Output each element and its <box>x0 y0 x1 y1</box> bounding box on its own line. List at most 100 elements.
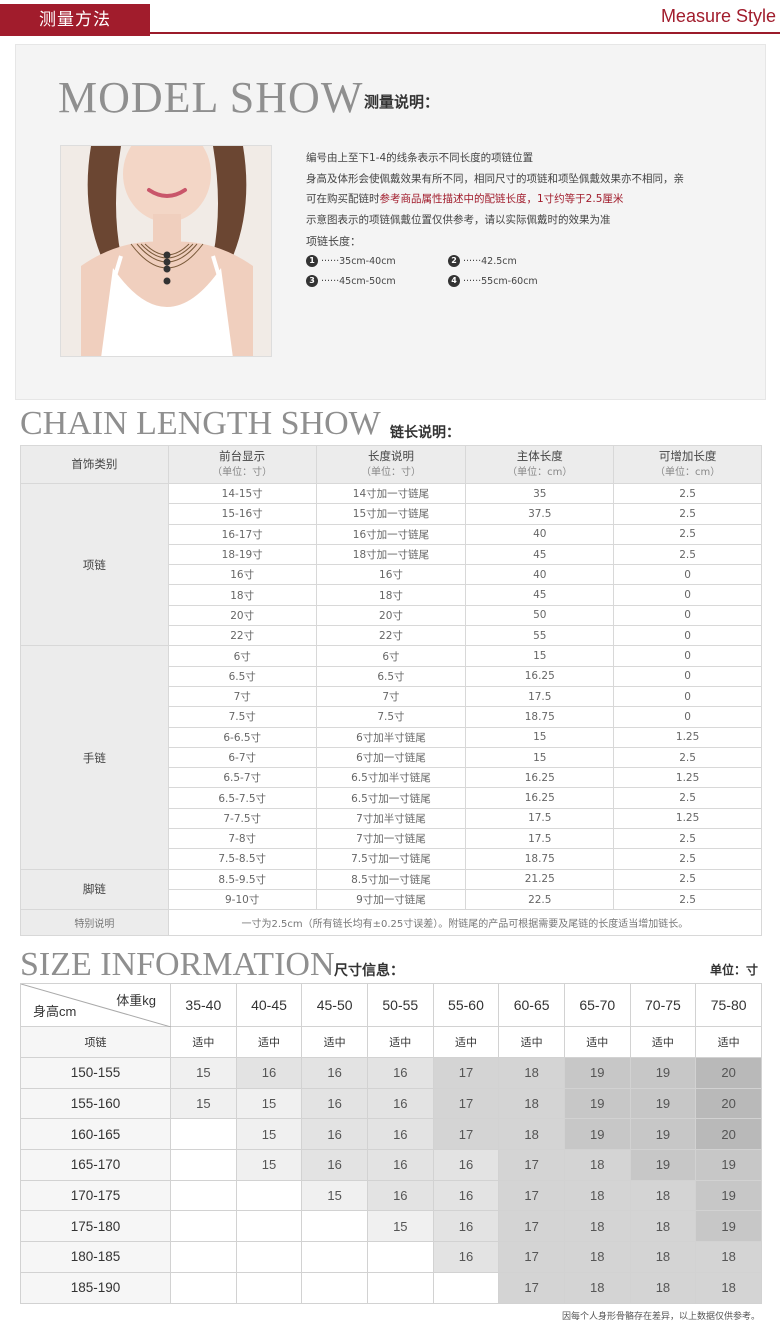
size-cell: 19 <box>629 1149 697 1181</box>
table-cell: 6-7寸 <box>167 746 317 769</box>
fit-cell: 适中 <box>301 1026 368 1058</box>
size-cell: 15 <box>235 1118 303 1151</box>
model-show-subheading: 测量说明： <box>364 93 440 111</box>
table-cell: 55 <box>465 625 615 647</box>
table-row: 16-17寸 16寸加一寸链尾 40 2.5 <box>21 523 762 545</box>
size-cell <box>235 1241 303 1273</box>
size-cell: 18 <box>563 1271 631 1304</box>
chain-length-subheading: 链长说明： <box>390 425 460 441</box>
table-row: 170-175 15 16 16 17 18 18 19 <box>20 1179 762 1212</box>
size-cell: 16 <box>366 1118 434 1151</box>
size-cell <box>235 1179 303 1212</box>
desc-line-3-highlight: 参考商品属性描述中的配链长度，1寸约等于2.5厘米 <box>379 193 624 205</box>
table-cell: 0 <box>613 645 762 667</box>
size-cell: 16 <box>432 1210 500 1243</box>
size-cell: 18 <box>563 1241 631 1273</box>
length-item-2-text: ······42.5cm <box>463 255 517 267</box>
size-cell: 15 <box>235 1087 303 1120</box>
table-cell: 8.5寸加一寸链尾 <box>315 868 467 890</box>
length-title: 项链长度： <box>306 235 361 248</box>
fit-cell: 适中 <box>432 1026 500 1058</box>
desc-line-3: 可在购买配链时参考商品属性描述中的配链长度，1寸约等于2.5厘米 <box>306 189 736 210</box>
table-cell: 0 <box>613 564 762 586</box>
table-cell: 2.5 <box>613 888 762 911</box>
size-cell: 19 <box>629 1087 697 1120</box>
height-label: 185-190 <box>20 1271 171 1304</box>
table-cell: 16-17寸 <box>167 523 317 545</box>
size-cell <box>170 1149 237 1181</box>
size-cell: 18 <box>695 1241 762 1273</box>
length-item-1-text: ······35cm-40cm <box>321 255 396 267</box>
size-cell: 16 <box>432 1241 500 1273</box>
table-cell: 1.25 <box>613 767 762 789</box>
table-cell: 50 <box>465 604 615 627</box>
table-row: 18寸 18寸 45 0 <box>21 584 762 606</box>
weight-header: 70-75 <box>629 983 697 1027</box>
table-row: 16寸 16寸 40 0 <box>21 564 762 586</box>
table-cell: 0 <box>613 604 762 627</box>
size-cell <box>432 1271 500 1304</box>
chain-col-desc-label: 长度说明 <box>367 449 414 463</box>
table-row: 项链 14-15寸 14寸加一寸链尾 35 2.5 <box>20 482 762 647</box>
size-cell: 19 <box>563 1057 631 1089</box>
chain-col-extra: 可增加长度 （单位：cm） <box>613 445 762 484</box>
size-info-subheading: 尺寸信息： <box>334 963 404 979</box>
chain-col-desc: 长度说明 （单位：寸） <box>315 445 467 484</box>
size-cell: 20 <box>695 1118 762 1151</box>
fit-cell: 适中 <box>498 1026 565 1058</box>
table-cell: 15 <box>465 746 615 769</box>
table-row: 160-165 15 16 16 17 18 19 19 20 <box>20 1118 762 1151</box>
size-cell: 18 <box>563 1149 631 1181</box>
table-cell: 7寸加半寸链尾 <box>315 807 467 830</box>
table-cell: 6寸加半寸链尾 <box>315 726 467 748</box>
fit-cell: 适中 <box>563 1026 631 1058</box>
special-label: 特别说明 <box>20 909 169 937</box>
table-cell: 2.5 <box>613 746 762 769</box>
weight-header: 40-45 <box>235 983 303 1027</box>
table-cell: 35 <box>465 482 615 505</box>
model-show-heading: MODEL SHOW <box>58 73 364 122</box>
table-row: 150-155 15 16 16 16 17 18 19 19 20 <box>20 1057 762 1089</box>
chain-col-display: 前台显示 （单位：寸） <box>167 445 317 484</box>
size-cell: 18 <box>695 1271 762 1304</box>
size-cell <box>366 1271 434 1304</box>
table-cell: 8.5-9.5寸 <box>167 868 317 890</box>
size-cell: 20 <box>695 1057 762 1089</box>
size-cell: 19 <box>695 1210 762 1243</box>
size-cell: 19 <box>629 1118 697 1151</box>
number-3-icon: 3 <box>306 275 318 287</box>
model-show-panel: MODEL SHOW 测量说明： 编号由上至下1-4的线条表示不同长度的项链位置… <box>15 44 766 400</box>
size-footnote: 因每个人身形骨骼存在差异，以上数据仅供参考。 <box>561 1312 760 1322</box>
table-cell: 16.25 <box>465 767 615 789</box>
size-cell: 17 <box>498 1149 565 1181</box>
table-cell: 7寸 <box>167 685 317 708</box>
table-cell: 45 <box>465 584 615 606</box>
table-cell: 16寸 <box>167 564 317 586</box>
size-info-heading: SIZE INFORMATION <box>20 946 335 983</box>
size-cell: 16 <box>366 1087 434 1120</box>
size-fit-row: 项链 适中 适中 适中 适中 适中 适中 适中 适中 适中 <box>20 1026 762 1058</box>
size-cell: 16 <box>366 1149 434 1181</box>
size-header-row: 体重kg 身高cm 35-40 40-45 45-50 50-55 55-60 60-65… <box>20 983 762 1027</box>
size-cell <box>170 1241 237 1273</box>
table-cell: 18寸加一寸链尾 <box>315 543 467 566</box>
table-row: 7-8寸 7寸加一寸链尾 17.5 2.5 <box>21 828 762 850</box>
size-unit-label: 单位：寸 <box>709 963 758 977</box>
size-cell: 19 <box>695 1179 762 1212</box>
table-cell: 6-6.5寸 <box>167 726 317 748</box>
size-cell: 18 <box>629 1179 697 1212</box>
table-cell: 45 <box>465 543 615 566</box>
chain-col-desc-unit: （单位：寸） <box>360 467 421 478</box>
size-cell: 19 <box>563 1118 631 1151</box>
table-row: 165-170 15 16 16 16 17 18 19 19 <box>20 1149 762 1181</box>
fit-cell: 适中 <box>366 1026 434 1058</box>
fit-label: 项链 <box>20 1026 171 1058</box>
size-cell <box>170 1118 237 1151</box>
table-cell: 0 <box>613 685 762 708</box>
size-table: 体重kg 身高cm 35-40 40-45 45-50 50-55 55-60 60-65… <box>20 983 762 1304</box>
table-cell: 2.5 <box>613 787 762 809</box>
page-header: 测量方法 Measure Style <box>0 0 780 40</box>
number-1-icon: 1 <box>306 255 318 267</box>
corner-height-label: 身高cm <box>33 1004 77 1019</box>
height-label: 165-170 <box>20 1149 171 1181</box>
